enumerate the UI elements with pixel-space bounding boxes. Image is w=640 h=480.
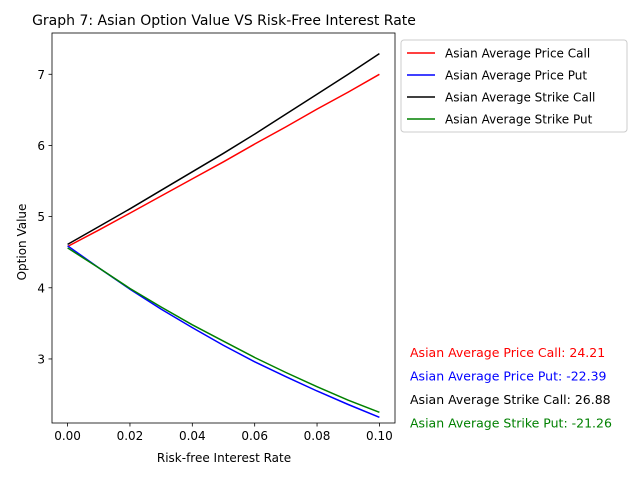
chart-title: Graph 7: Asian Option Value VS Risk-Free… <box>32 13 416 29</box>
annotation-text: Asian Average Price Put: -22.39 <box>410 369 607 384</box>
y-tick-label: 7 <box>37 68 45 82</box>
x-tick-label: 0.08 <box>304 429 331 443</box>
y-tick-label: 3 <box>37 352 45 366</box>
y-tick-label: 4 <box>37 281 45 295</box>
legend-entry: Asian Average Strike Put <box>445 113 593 127</box>
annotations: Asian Average Price Call: 24.21 Asian Ave… <box>410 345 612 431</box>
x-axis-label: Risk-free Interest Rate <box>157 451 291 465</box>
series-line-4 <box>67 247 380 413</box>
legend: Asian Average Price Call Asian Average Pr… <box>400 39 628 133</box>
series-line-3 <box>67 52 380 246</box>
annotation-text: Asian Average Strike Put: -21.26 <box>410 416 612 431</box>
legend-entry: Asian Average Price Put <box>445 69 587 83</box>
y-axis-label: Option Value <box>15 204 29 281</box>
x-tick-label: 0.04 <box>179 429 206 443</box>
x-tick-label: 0.02 <box>117 429 144 443</box>
annotation-text: Asian Average Price Call: 24.21 <box>410 345 605 360</box>
legend-entry: Asian Average Price Call <box>445 47 590 61</box>
y-tick-label: 6 <box>37 139 45 153</box>
plot-area: 0.00 0.02 0.04 0.06 0.08 0.10 3 4 5 6 7 <box>37 32 396 443</box>
legend-entry: Asian Average Strike Call <box>445 91 595 105</box>
series-line-1 <box>67 73 380 248</box>
annotation-text: Asian Average Strike Call: 26.88 <box>410 392 611 407</box>
y-tick-label: 5 <box>37 210 45 224</box>
x-tick-label: 0.10 <box>366 429 393 443</box>
legend-box <box>400 39 628 133</box>
x-tick-label: 0.00 <box>54 429 81 443</box>
axes-frame <box>51 32 396 424</box>
x-tick-label: 0.06 <box>241 429 268 443</box>
